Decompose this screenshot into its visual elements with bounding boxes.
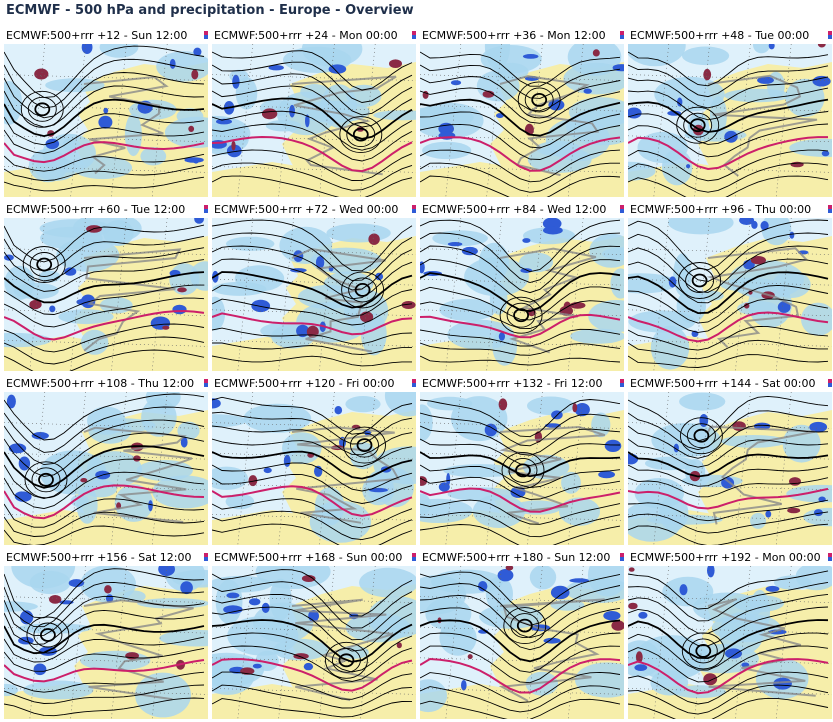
forecast-map-image[interactable] [628,218,832,371]
panel-corner-marker [204,31,208,39]
forecast-panel-label: ECMWF:500+rrr +168 - Sun 00:00 [214,551,403,564]
forecast-map-image[interactable] [4,44,208,197]
forecast-map-image[interactable] [628,44,832,197]
forecast-panel-label: ECMWF:500+rrr +180 - Sun 12:00 [422,551,611,564]
forecast-panel[interactable]: ECMWF:500+rrr +24 - Mon 00:00 [212,28,416,197]
forecast-panel[interactable]: ECMWF:500+rrr +156 - Sat 12:00 [4,550,208,719]
forecast-panel-label: ECMWF:500+rrr +48 - Tue 00:00 [630,29,810,42]
forecast-map-image[interactable] [4,218,208,371]
panel-corner-marker [828,553,832,561]
forecast-panel[interactable]: ECMWF:500+rrr +72 - Wed 00:00 [212,202,416,371]
panel-corner-marker [828,379,832,387]
forecast-panel-label: ECMWF:500+rrr +144 - Sat 00:00 [630,377,816,390]
forecast-panel[interactable]: ECMWF:500+rrr +132 - Fri 12:00 [420,376,624,545]
forecast-panel[interactable]: ECMWF:500+rrr +60 - Tue 12:00 [4,202,208,371]
forecast-panel-label: ECMWF:500+rrr +108 - Thu 12:00 [6,377,195,390]
panel-corner-marker [828,31,832,39]
forecast-panel-label: ECMWF:500+rrr +12 - Sun 12:00 [6,29,188,42]
forecast-panel-label: ECMWF:500+rrr +192 - Mon 00:00 [630,551,821,564]
forecast-map-image[interactable] [628,392,832,545]
forecast-panel-grid: ECMWF:500+rrr +12 - Sun 12:00 ECMWF:500+r… [4,28,832,720]
forecast-panel[interactable]: ECMWF:500+rrr +120 - Fri 00:00 [212,376,416,545]
forecast-panel-label: ECMWF:500+rrr +60 - Tue 12:00 [6,203,186,216]
forecast-panel-label: ECMWF:500+rrr +156 - Sat 12:00 [6,551,192,564]
forecast-map-image[interactable] [420,566,624,719]
forecast-map-image[interactable] [212,44,416,197]
forecast-panel[interactable]: ECMWF:500+rrr +192 - Mon 00:00 [628,550,832,719]
panel-corner-marker [412,553,416,561]
panel-corner-marker [620,205,624,213]
panel-corner-marker [412,205,416,213]
panel-corner-marker [828,205,832,213]
forecast-panel[interactable]: ECMWF:500+rrr +96 - Thu 00:00 [628,202,832,371]
forecast-panel-label: ECMWF:500+rrr +96 - Thu 00:00 [630,203,812,216]
forecast-map-image[interactable] [4,566,208,719]
forecast-panel-label: ECMWF:500+rrr +84 - Wed 12:00 [422,203,607,216]
forecast-panel-label: ECMWF:500+rrr +36 - Mon 12:00 [422,29,606,42]
forecast-panel[interactable]: ECMWF:500+rrr +108 - Thu 12:00 [4,376,208,545]
forecast-panel[interactable]: ECMWF:500+rrr +168 - Sun 00:00 [212,550,416,719]
panel-corner-marker [204,553,208,561]
panel-corner-marker [620,31,624,39]
forecast-panel[interactable]: ECMWF:500+rrr +48 - Tue 00:00 [628,28,832,197]
forecast-panel[interactable]: ECMWF:500+rrr +36 - Mon 12:00 [420,28,624,197]
forecast-map-image[interactable] [212,218,416,371]
panel-corner-marker [204,205,208,213]
panel-corner-marker [412,379,416,387]
forecast-panel[interactable]: ECMWF:500+rrr +84 - Wed 12:00 [420,202,624,371]
panel-corner-marker [412,31,416,39]
forecast-map-image[interactable] [420,218,624,371]
forecast-map-image[interactable] [628,566,832,719]
panel-corner-marker [204,379,208,387]
forecast-panel[interactable]: ECMWF:500+rrr +180 - Sun 12:00 [420,550,624,719]
forecast-map-image[interactable] [212,566,416,719]
forecast-panel-label: ECMWF:500+rrr +132 - Fri 12:00 [422,377,603,390]
forecast-map-image[interactable] [4,392,208,545]
forecast-panel-label: ECMWF:500+rrr +24 - Mon 00:00 [214,29,398,42]
forecast-panel[interactable]: ECMWF:500+rrr +144 - Sat 00:00 [628,376,832,545]
forecast-map-image[interactable] [420,392,624,545]
forecast-panel-label: ECMWF:500+rrr +120 - Fri 00:00 [214,377,395,390]
page-title: ECMWF - 500 hPa and precipitation - Euro… [6,3,414,18]
panel-corner-marker [620,553,624,561]
forecast-map-image[interactable] [212,392,416,545]
forecast-panel-label: ECMWF:500+rrr +72 - Wed 00:00 [214,203,399,216]
forecast-map-image[interactable] [420,44,624,197]
forecast-panel[interactable]: ECMWF:500+rrr +12 - Sun 12:00 [4,28,208,197]
panel-corner-marker [620,379,624,387]
